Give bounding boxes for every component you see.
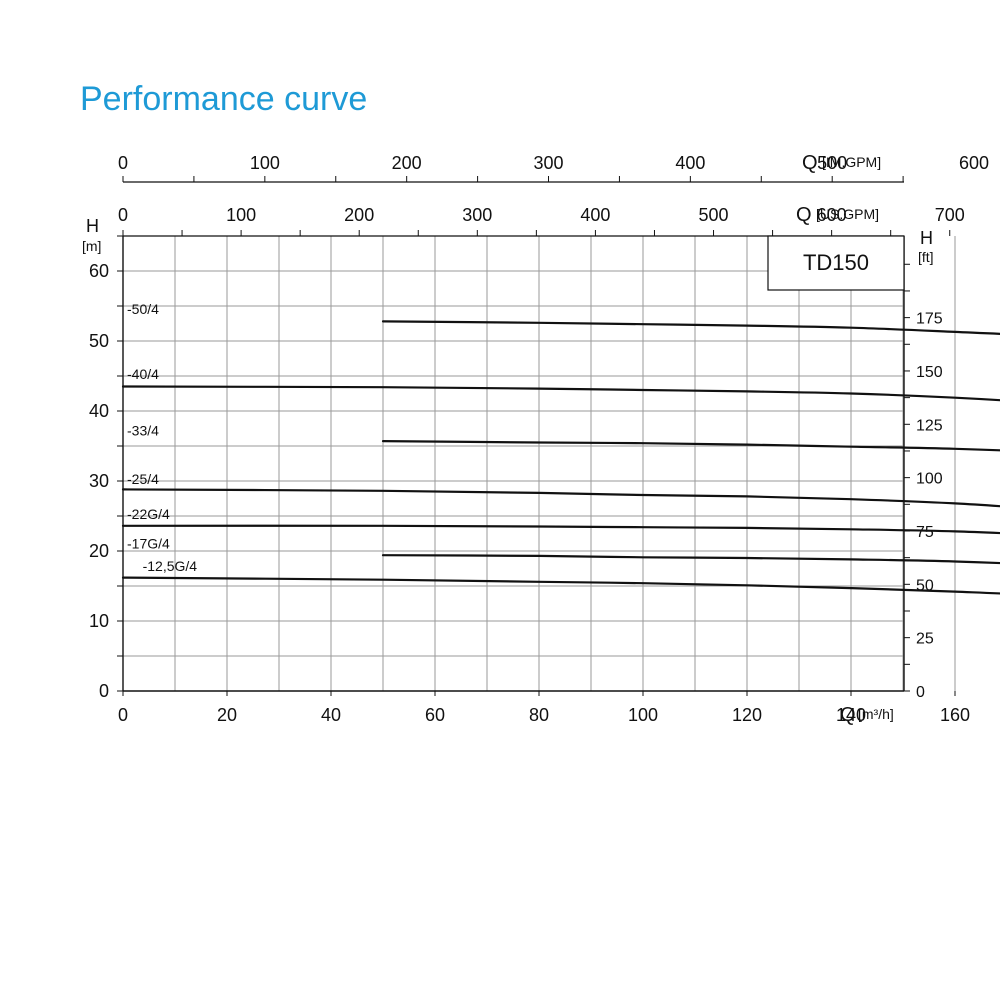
series-curve xyxy=(381,320,1000,335)
y-left-tick-label: 10 xyxy=(89,611,109,631)
us-gpm-tick-label: 600 xyxy=(817,205,847,225)
im-gpm-axis-unit: [IM.GPM] xyxy=(822,154,881,170)
y-right-axis-letter: H xyxy=(920,228,933,248)
series-curve xyxy=(381,554,1000,565)
y-left-tick-label: 30 xyxy=(89,471,109,491)
us-gpm-axis-letter: Q xyxy=(796,204,812,226)
y-left-tick-label: 20 xyxy=(89,541,109,561)
y-right-tick-label: 125 xyxy=(916,417,943,434)
us-gpm-tick-label: 300 xyxy=(462,205,492,225)
y-right-tick-label: 0 xyxy=(916,684,925,701)
x-tick-label: 80 xyxy=(529,705,549,725)
y-right-tick-label: 75 xyxy=(916,524,934,541)
y-left-tick-label: 50 xyxy=(89,331,109,351)
x-axis-letter: Q xyxy=(840,704,856,726)
series-label: -50/4 xyxy=(127,301,159,317)
y-left-tick-label: 60 xyxy=(89,261,109,281)
x-axis-unit: [m³/h] xyxy=(858,706,894,722)
y-right-tick-label: 150 xyxy=(916,364,943,381)
y-right-tick-label: 175 xyxy=(916,311,943,328)
us-gpm-tick-label: 0 xyxy=(118,205,128,225)
series-label: -22G/4 xyxy=(127,506,170,522)
axes: 020406080100120140160180200220240260Q[m³… xyxy=(82,152,989,726)
series-label: -40/4 xyxy=(127,366,159,382)
im-gpm-tick-label: 200 xyxy=(392,153,422,173)
series-label: -25/4 xyxy=(127,471,159,487)
us-gpm-axis-unit: [US.GPM] xyxy=(816,206,879,222)
x-tick-label: 20 xyxy=(217,705,237,725)
y-right-tick-label: 100 xyxy=(916,471,943,488)
model-box-frame xyxy=(767,235,905,291)
series-group: -50/4 -40/4 -33/4 -25/4 -22G/4 -17G/4 -12,5G/4 xyxy=(121,301,1000,595)
im-gpm-tick-label: 600 xyxy=(959,153,989,173)
series-label: -17G/4 xyxy=(127,535,170,551)
im-gpm-tick-label: 100 xyxy=(250,153,280,173)
y-right-axis-unit: [ft] xyxy=(918,249,934,265)
series-curve xyxy=(381,440,1000,452)
series-curve xyxy=(121,524,1000,535)
x-tick-label: 60 xyxy=(425,705,445,725)
page-title: Performance curve xyxy=(80,80,368,118)
im-gpm-tick-label: 0 xyxy=(118,153,128,173)
y-left-axis-letter: H xyxy=(86,216,99,236)
x-tick-label: 140 xyxy=(836,705,866,725)
x-tick-label: 0 xyxy=(118,705,128,725)
series-label: -33/4 xyxy=(127,423,159,439)
im-gpm-tick-label: 500 xyxy=(817,153,847,173)
model-box: TD150 xyxy=(767,235,905,291)
grid xyxy=(122,235,956,691)
series-curve xyxy=(121,576,1000,595)
x-tick-label: 100 xyxy=(628,705,658,725)
y-right-tick-label: 25 xyxy=(916,631,934,648)
y-left-tick-label: 0 xyxy=(99,681,109,701)
im-gpm-tick-label: 400 xyxy=(675,153,705,173)
im-gpm-axis-letter: Q xyxy=(802,152,818,174)
us-gpm-tick-label: 200 xyxy=(344,205,374,225)
series-label: -12,5G/4 xyxy=(143,558,198,574)
y-left-axis-unit: [m] xyxy=(82,238,101,254)
us-gpm-tick-label: 500 xyxy=(699,205,729,225)
us-gpm-tick-label: 100 xyxy=(226,205,256,225)
series-curve xyxy=(121,385,1000,402)
us-gpm-tick-label: 700 xyxy=(935,205,965,225)
model-label: TD150 xyxy=(803,250,869,275)
im-gpm-tick-label: 300 xyxy=(533,153,563,173)
y-left-tick-label: 40 xyxy=(89,401,109,421)
us-gpm-tick-label: 400 xyxy=(580,205,610,225)
x-tick-label: 120 xyxy=(732,705,762,725)
x-tick-label: 40 xyxy=(321,705,341,725)
series-curve xyxy=(121,488,1000,508)
x-tick-label: 160 xyxy=(940,705,970,725)
